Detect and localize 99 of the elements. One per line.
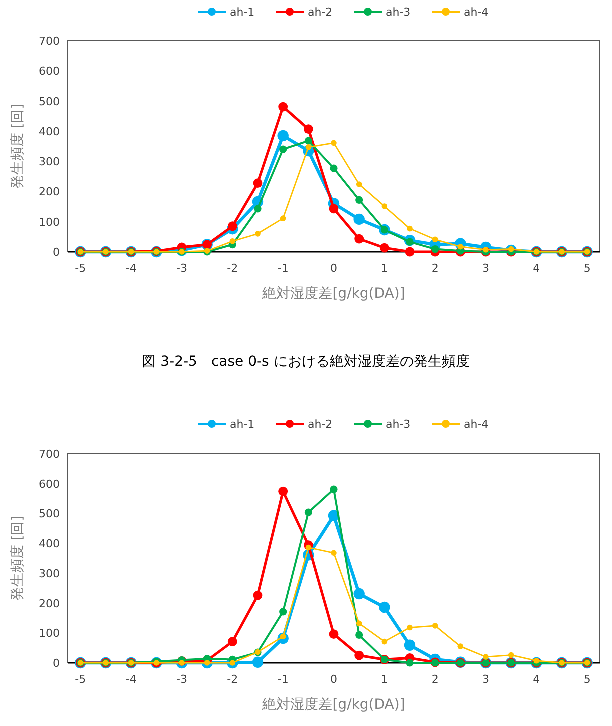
x-tick-label: -1	[278, 673, 289, 686]
point	[230, 238, 236, 244]
point	[255, 231, 261, 237]
x-axis-title: 絶対湿度差[g/kg(DA)]	[262, 286, 406, 302]
point	[354, 234, 364, 244]
x-tick-label: 4	[533, 262, 540, 275]
point	[432, 236, 438, 243]
legend-label: ah-2	[308, 418, 333, 431]
x-tick-label: -2	[227, 262, 238, 275]
caption: 図 3-2-5 case 0-s における絶対湿度差の発生頻度	[142, 354, 470, 370]
point	[304, 124, 314, 134]
x-tick-label: 1	[381, 262, 388, 275]
y-tick-label: 700	[39, 35, 60, 48]
point	[382, 638, 388, 645]
point	[253, 590, 263, 600]
point	[356, 620, 362, 626]
point	[458, 244, 464, 250]
point	[278, 486, 288, 496]
y-tick-label: 0	[53, 246, 60, 259]
point	[458, 644, 464, 650]
point	[304, 137, 312, 145]
point	[356, 631, 364, 640]
point	[382, 204, 388, 210]
y-tick-label: 400	[39, 125, 60, 138]
x-tick-label: -2	[227, 673, 238, 686]
x-tick-label: -3	[176, 262, 188, 275]
y-tick-label: 100	[39, 216, 60, 229]
legend-label: ah-2	[308, 6, 333, 19]
y-tick-label: 500	[39, 508, 60, 521]
point	[304, 508, 312, 516]
point	[228, 222, 238, 232]
point	[508, 652, 514, 658]
y-tick-label: 600	[39, 65, 60, 78]
point	[356, 196, 364, 204]
x-tick-label: 2	[432, 673, 439, 686]
y-axis-title: 発生頻度 [回]	[10, 104, 26, 190]
point	[380, 243, 390, 253]
point	[254, 205, 262, 213]
point	[330, 164, 338, 172]
point	[278, 102, 288, 112]
x-tick-label: 3	[482, 262, 490, 275]
x-tick-label: -5	[75, 262, 86, 275]
x-tick-label: -4	[126, 262, 137, 275]
y-tick-label: 300	[39, 567, 60, 580]
point	[252, 656, 264, 668]
legend-label: ah-1	[230, 6, 255, 19]
x-axis-title: 絶対湿度差[g/kg(DA)]	[262, 697, 406, 713]
point	[354, 650, 364, 660]
y-tick-label: 300	[39, 156, 60, 169]
y-tick-label: 500	[39, 95, 60, 108]
y-tick-label: 200	[39, 597, 60, 610]
y-tick-label: 400	[39, 538, 60, 551]
y-tick-label: 100	[39, 627, 60, 640]
point	[483, 654, 489, 660]
point	[329, 204, 339, 214]
point	[354, 588, 365, 600]
x-tick-label: 1	[381, 673, 388, 686]
x-tick-label: 0	[330, 673, 338, 686]
y-tick-label: 700	[39, 448, 60, 461]
point	[331, 550, 337, 556]
x-tick-label: -5	[75, 673, 86, 686]
y-axis-title: 発生頻度 [回]	[10, 516, 26, 602]
x-tick-label: 4	[533, 673, 540, 686]
legend-label: ah-3	[386, 6, 411, 19]
point	[432, 623, 438, 629]
point	[331, 140, 337, 146]
x-tick-label: 0	[330, 262, 338, 275]
x-tick-label: 5	[584, 262, 591, 275]
point	[356, 182, 362, 188]
point	[379, 602, 390, 614]
point	[278, 130, 289, 142]
point	[306, 144, 312, 150]
point	[280, 146, 288, 154]
y-tick-label: 0	[53, 657, 60, 670]
x-tick-label: 2	[432, 262, 439, 275]
point	[280, 216, 286, 222]
x-tick-label: -4	[126, 673, 137, 686]
point	[330, 486, 338, 494]
point	[407, 226, 413, 232]
x-tick-label: 5	[584, 673, 591, 686]
point	[329, 630, 339, 640]
legend-label: ah-3	[386, 418, 411, 431]
y-tick-label: 600	[39, 478, 60, 491]
point	[405, 247, 415, 257]
x-tick-label: -1	[278, 262, 289, 275]
point	[406, 659, 414, 667]
point	[407, 624, 413, 631]
legend-label: ah-4	[464, 6, 489, 19]
point	[404, 640, 416, 651]
point	[228, 637, 238, 646]
x-tick-label: -3	[176, 673, 188, 686]
x-tick-label: 3	[482, 673, 490, 686]
point	[280, 608, 288, 616]
point	[253, 178, 263, 188]
y-tick-label: 200	[39, 186, 60, 199]
legend-label: ah-1	[230, 418, 255, 431]
legend-label: ah-4	[464, 418, 489, 431]
point	[432, 245, 440, 254]
point	[354, 214, 365, 226]
